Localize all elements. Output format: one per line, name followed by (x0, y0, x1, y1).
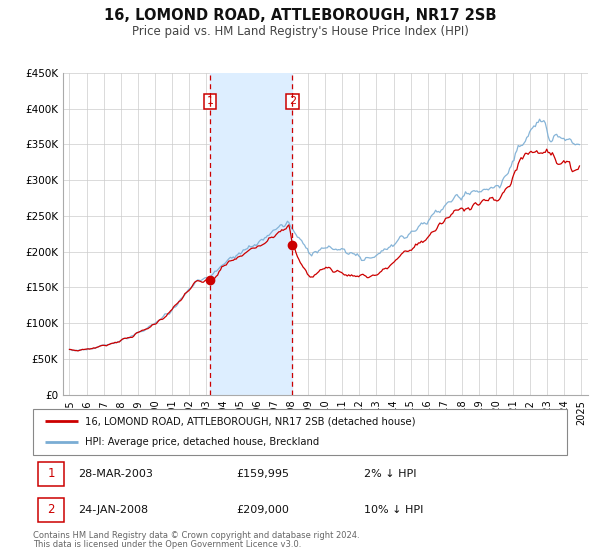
Text: HPI: Average price, detached house, Breckland: HPI: Average price, detached house, Brec… (85, 437, 320, 447)
Text: 2% ↓ HPI: 2% ↓ HPI (364, 469, 416, 479)
Bar (38, 497, 64, 522)
Text: 1: 1 (47, 468, 55, 480)
Text: Price paid vs. HM Land Registry's House Price Index (HPI): Price paid vs. HM Land Registry's House … (131, 25, 469, 38)
Bar (38, 462, 64, 486)
Text: This data is licensed under the Open Government Licence v3.0.: This data is licensed under the Open Gov… (33, 540, 301, 549)
Text: 1: 1 (206, 96, 214, 106)
Text: £209,000: £209,000 (236, 505, 289, 515)
Bar (210, 73, 292, 395)
Text: 16, LOMOND ROAD, ATTLEBOROUGH, NR17 2SB: 16, LOMOND ROAD, ATTLEBOROUGH, NR17 2SB (104, 8, 496, 24)
Text: Contains HM Land Registry data © Crown copyright and database right 2024.: Contains HM Land Registry data © Crown c… (33, 531, 359, 540)
Text: £159,995: £159,995 (236, 469, 289, 479)
Text: 10% ↓ HPI: 10% ↓ HPI (364, 505, 424, 515)
Text: 2: 2 (47, 503, 55, 516)
Text: 28-MAR-2003: 28-MAR-2003 (79, 469, 153, 479)
Text: 24-JAN-2008: 24-JAN-2008 (79, 505, 149, 515)
Text: 16, LOMOND ROAD, ATTLEBOROUGH, NR17 2SB (detached house): 16, LOMOND ROAD, ATTLEBOROUGH, NR17 2SB … (85, 416, 416, 426)
Text: 2: 2 (289, 96, 296, 106)
